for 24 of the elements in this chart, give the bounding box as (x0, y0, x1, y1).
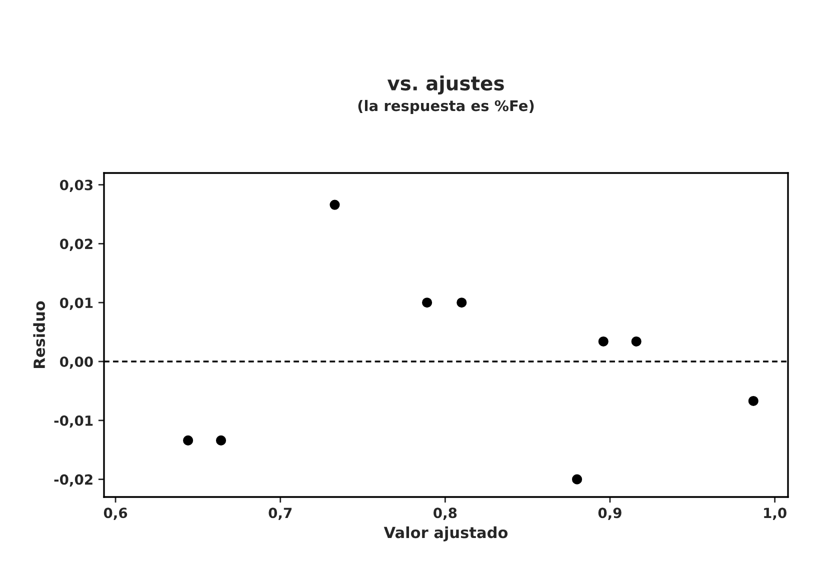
point (748, 396, 758, 406)
point (330, 200, 340, 210)
point (572, 474, 582, 484)
chart-title: vs. ajustes (387, 76, 504, 94)
point (631, 336, 642, 347)
x-tick-label: 0,7 (268, 508, 292, 520)
y-tick-label: 0,01 (60, 298, 93, 310)
point (456, 298, 467, 308)
y-tick-label: 0,02 (60, 238, 92, 251)
x-tick-label: 0,8 (434, 508, 457, 520)
y-tick-label: 0,00 (60, 356, 93, 369)
chart-subtitle: (la respuesta es %Fe) (358, 100, 534, 114)
y-tick-label: -0,02 (54, 474, 92, 487)
x-tick-label: 0,9 (598, 508, 622, 520)
x-tick-label: 0,6 (104, 508, 128, 520)
y-axis-title: Residuo (33, 301, 46, 368)
y-tick-label: -0,01 (54, 415, 93, 428)
point (598, 336, 608, 347)
point (422, 298, 432, 308)
x-tick-label: 1,0 (764, 508, 786, 520)
y-tick-label: 0,03 (60, 180, 92, 192)
point (216, 435, 226, 446)
point (183, 435, 194, 446)
x-axis-title: Valor ajustado (384, 526, 508, 542)
